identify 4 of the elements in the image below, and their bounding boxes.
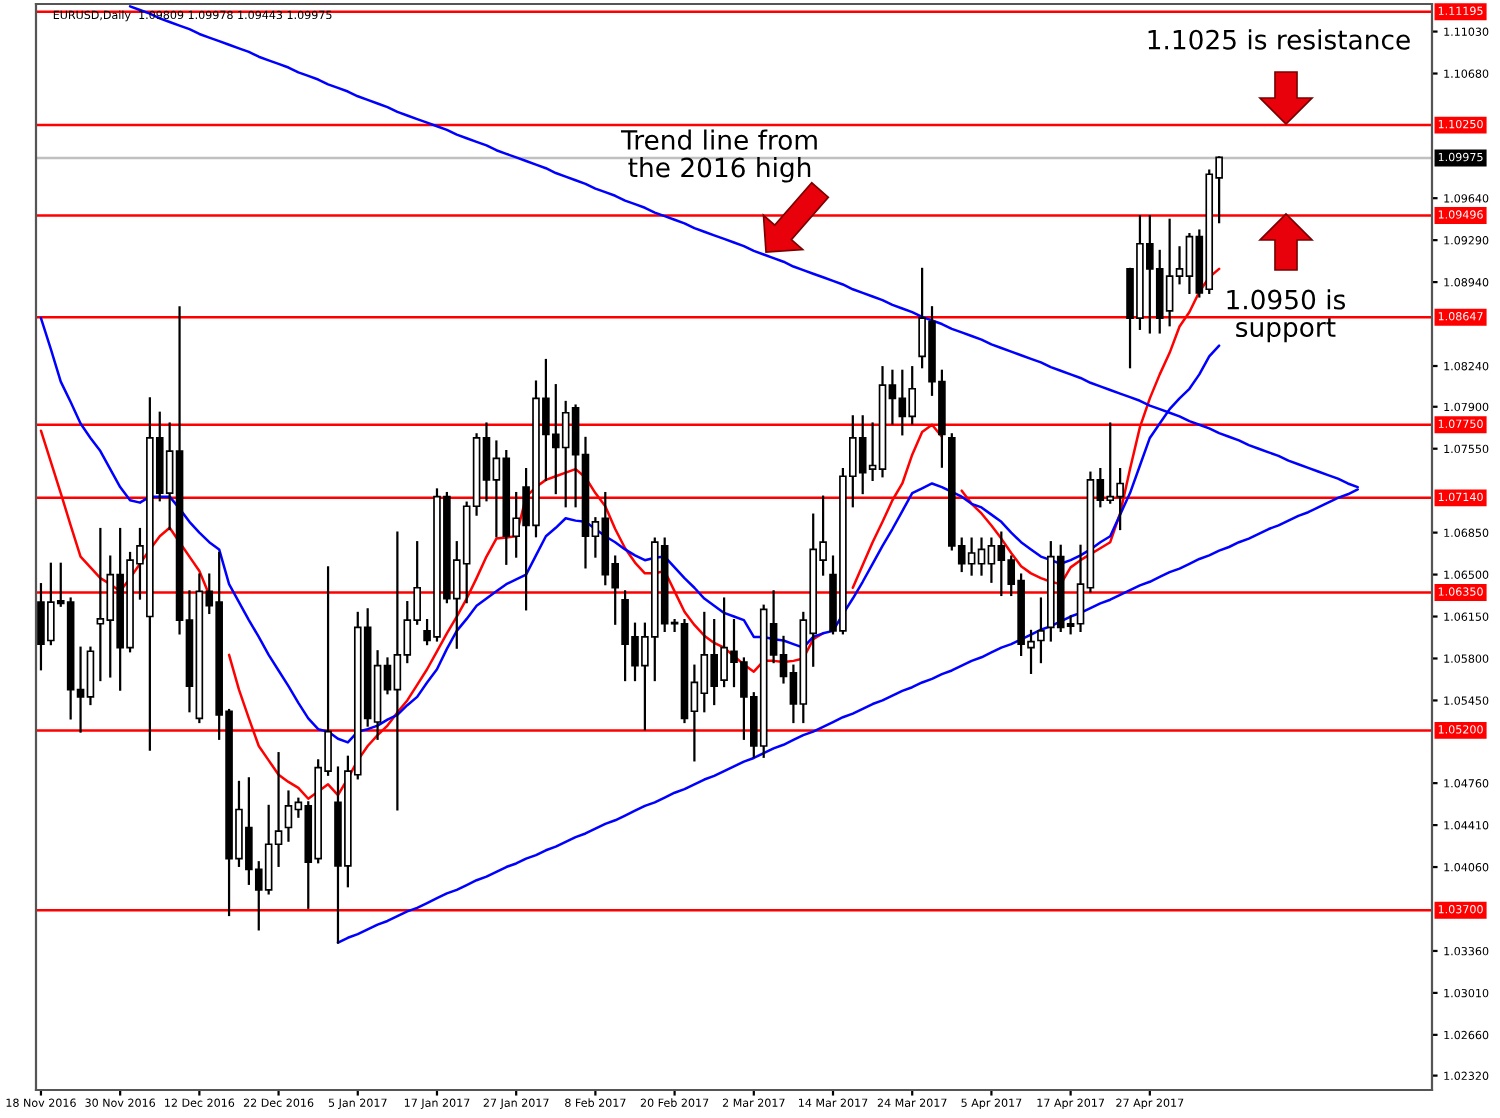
candlestick [1037,597,1045,664]
annotation: 1.0950 is support [1227,289,1346,343]
annotation: 1.1025 is resistance [1148,29,1410,50]
annotation: Trend line from the 2016 high [620,129,817,183]
